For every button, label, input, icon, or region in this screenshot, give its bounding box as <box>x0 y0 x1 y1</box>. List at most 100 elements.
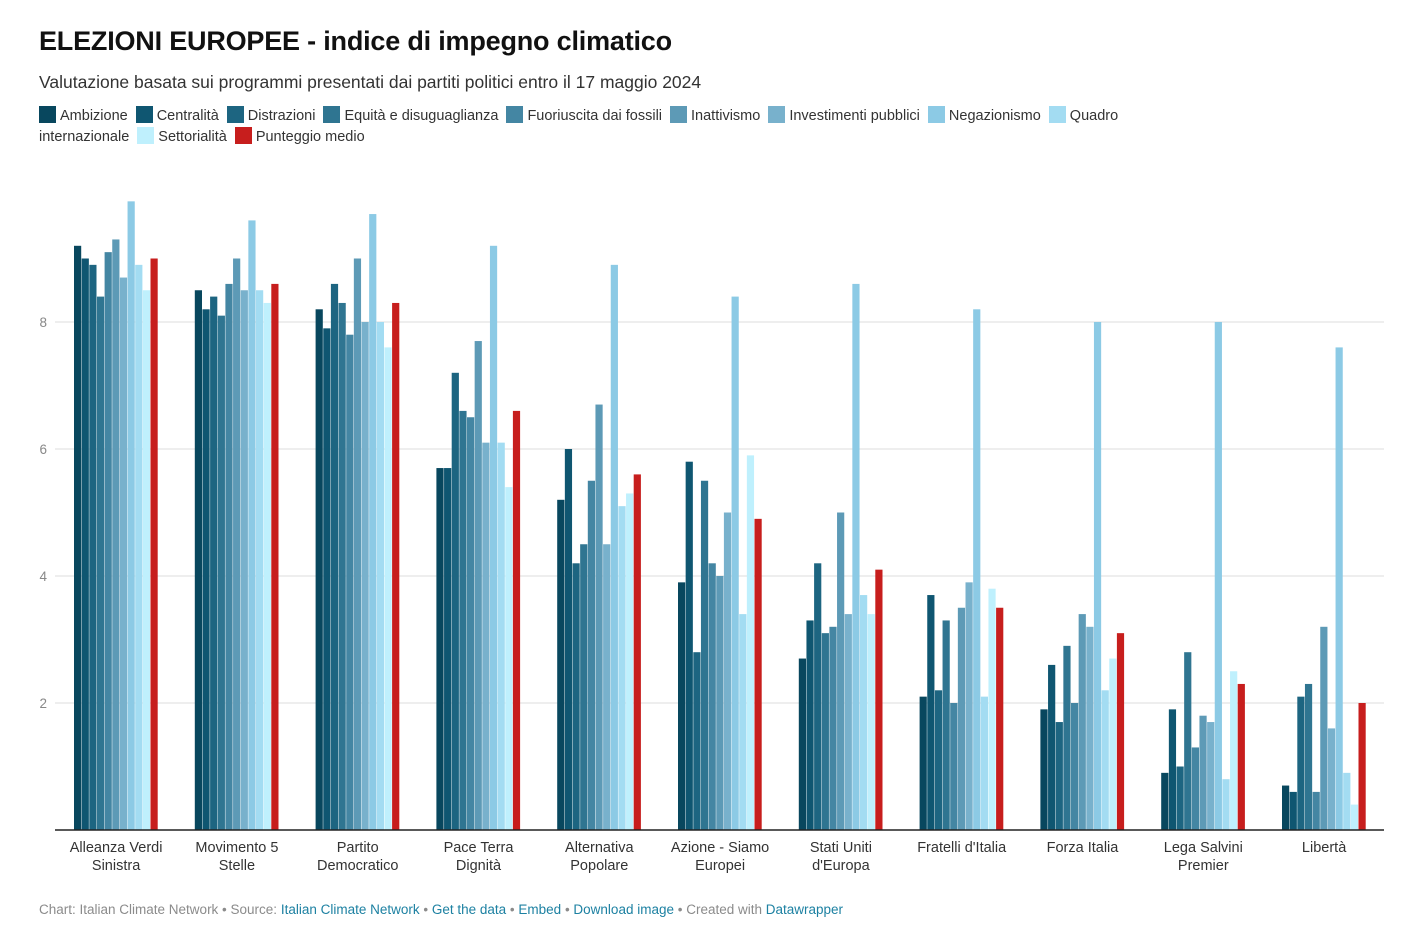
bar[interactable] <box>996 607 1004 830</box>
bar[interactable] <box>1168 709 1177 830</box>
bar[interactable] <box>731 296 739 831</box>
bar[interactable] <box>754 518 762 830</box>
bar[interactable] <box>1304 683 1313 830</box>
source-link[interactable]: Italian Climate Network <box>280 902 420 917</box>
bar[interactable] <box>81 258 89 831</box>
bar[interactable] <box>693 652 701 830</box>
bar[interactable] <box>723 512 732 831</box>
bar[interactable] <box>127 201 135 831</box>
bar[interactable] <box>1350 804 1359 830</box>
bar[interactable] <box>678 582 686 830</box>
bar[interactable] <box>1230 671 1238 830</box>
bar[interactable] <box>89 264 97 831</box>
bar[interactable] <box>217 315 225 830</box>
bar[interactable] <box>1358 703 1366 830</box>
datawrapper-link[interactable]: Datawrapper <box>765 902 844 917</box>
bar[interactable] <box>135 264 143 831</box>
bar[interactable] <box>965 582 973 830</box>
bar[interactable] <box>806 620 814 830</box>
bar[interactable] <box>1071 703 1079 830</box>
bar[interactable] <box>867 614 875 830</box>
bar[interactable] <box>96 296 105 831</box>
bar[interactable] <box>233 258 241 831</box>
bar[interactable] <box>1214 322 1222 830</box>
bar[interactable] <box>980 696 988 830</box>
bar[interactable] <box>225 283 233 830</box>
bar[interactable] <box>1116 633 1125 830</box>
bar[interactable] <box>315 309 323 830</box>
get-data-link[interactable]: Get the data <box>431 902 507 917</box>
bar[interactable] <box>512 410 521 830</box>
bar[interactable] <box>1289 791 1297 830</box>
bar[interactable] <box>1101 690 1109 830</box>
bar[interactable] <box>1320 626 1328 830</box>
bar[interactable] <box>595 404 603 830</box>
bar[interactable] <box>474 341 482 830</box>
bar[interactable] <box>263 302 271 830</box>
bar[interactable] <box>497 442 505 830</box>
bar[interactable] <box>988 588 996 830</box>
bar[interactable] <box>459 410 467 830</box>
bar[interactable] <box>1093 322 1102 830</box>
bar[interactable] <box>489 245 498 831</box>
bar[interactable] <box>572 563 580 830</box>
bar[interactable] <box>716 576 724 830</box>
bar[interactable] <box>700 480 709 830</box>
bar[interactable] <box>557 499 565 830</box>
bar[interactable] <box>919 696 927 830</box>
bar[interactable] <box>346 334 354 830</box>
bar[interactable] <box>844 614 852 830</box>
bar[interactable] <box>927 595 935 830</box>
download-image-link[interactable]: Download image <box>573 902 674 917</box>
bar[interactable] <box>150 258 158 831</box>
bar[interactable] <box>814 563 822 830</box>
bar[interactable] <box>1078 614 1086 830</box>
bar[interactable] <box>1055 722 1063 830</box>
bar[interactable] <box>610 264 618 831</box>
bar[interactable] <box>860 595 868 830</box>
bar[interactable] <box>603 544 611 830</box>
bar[interactable] <box>104 252 112 830</box>
bar[interactable] <box>1063 645 1071 830</box>
embed-link[interactable]: Embed <box>518 902 562 917</box>
bar[interactable] <box>202 309 210 830</box>
bar[interactable] <box>1176 766 1184 831</box>
bar[interactable] <box>384 347 392 830</box>
bar[interactable] <box>837 512 845 831</box>
bar[interactable] <box>353 258 362 831</box>
bar[interactable] <box>1237 683 1245 830</box>
bar[interactable] <box>618 506 626 830</box>
bar[interactable] <box>798 658 806 830</box>
bar[interactable] <box>451 372 459 830</box>
bar[interactable] <box>708 563 716 830</box>
bar[interactable] <box>240 290 248 830</box>
bar[interactable] <box>330 283 339 830</box>
bar[interactable] <box>739 614 747 830</box>
bar[interactable] <box>256 290 264 830</box>
bar[interactable] <box>1184 652 1192 830</box>
bar[interactable] <box>467 417 475 830</box>
bar[interactable] <box>1335 347 1343 830</box>
bar[interactable] <box>392 302 400 830</box>
bar[interactable] <box>1207 722 1215 830</box>
bar[interactable] <box>821 633 829 830</box>
bar[interactable] <box>829 626 837 830</box>
bar[interactable] <box>875 569 883 830</box>
bar[interactable] <box>1048 664 1056 830</box>
bar[interactable] <box>1297 696 1305 830</box>
bar[interactable] <box>444 468 452 830</box>
bar[interactable] <box>587 480 595 830</box>
bar[interactable] <box>626 493 634 830</box>
bar[interactable] <box>338 302 346 830</box>
bar[interactable] <box>248 220 256 830</box>
bar[interactable] <box>361 322 369 830</box>
bar[interactable] <box>633 474 641 830</box>
bar[interactable] <box>1109 658 1117 830</box>
bar[interactable] <box>1327 728 1336 830</box>
bar[interactable] <box>973 309 981 830</box>
bar[interactable] <box>1312 791 1320 830</box>
bar[interactable] <box>323 328 331 830</box>
bar[interactable] <box>564 449 573 830</box>
bar[interactable] <box>369 214 377 831</box>
bar[interactable] <box>436 468 444 830</box>
